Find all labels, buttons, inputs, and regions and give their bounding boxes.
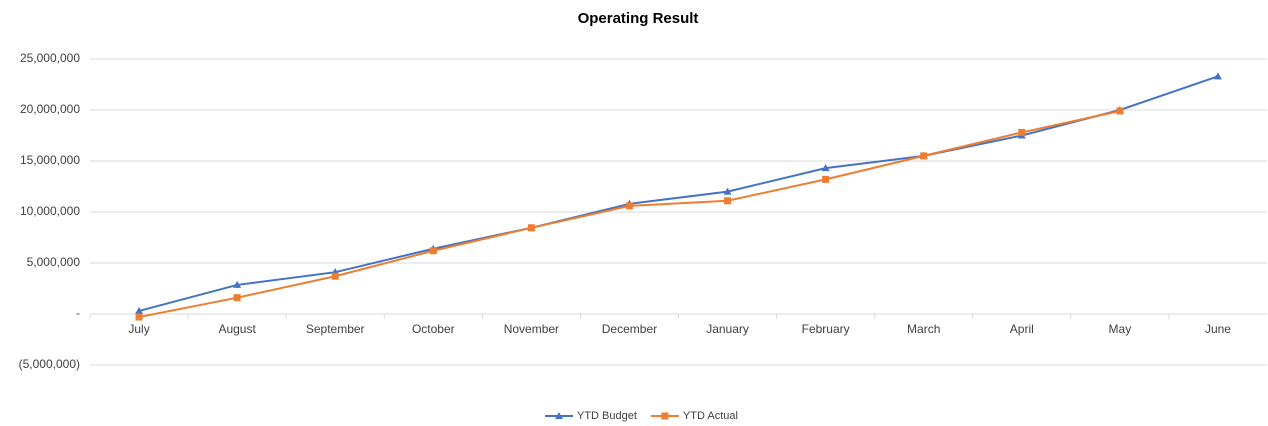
x-tick-label: August bbox=[218, 322, 256, 336]
y-tick-label: 15,000,000 bbox=[20, 153, 80, 167]
x-tick-label: October bbox=[412, 322, 455, 336]
x-tick-label: December bbox=[602, 322, 657, 336]
series-line bbox=[138, 75, 1219, 312]
x-tick-label: July bbox=[128, 322, 149, 336]
y-tick-label: - bbox=[76, 306, 80, 320]
y-tick-label: 20,000,000 bbox=[20, 102, 80, 116]
marker bbox=[920, 152, 928, 160]
marker bbox=[723, 187, 732, 195]
marker bbox=[1213, 72, 1222, 80]
x-tick-label: May bbox=[1109, 322, 1132, 336]
x-tick-label: November bbox=[504, 322, 559, 336]
y-tick-label: (5,000,000) bbox=[19, 357, 80, 371]
series-line bbox=[138, 110, 1121, 319]
legend: YTD Budget YTD Actual bbox=[545, 410, 738, 422]
marker bbox=[233, 280, 242, 288]
marker bbox=[821, 164, 830, 172]
marker bbox=[1116, 107, 1124, 115]
chart-title: Operating Result bbox=[578, 10, 699, 27]
marker bbox=[555, 412, 563, 419]
legend-label: YTD Budget bbox=[577, 410, 637, 422]
x-tick-label: September bbox=[306, 322, 365, 336]
y-tick-label: 5,000,000 bbox=[27, 255, 81, 269]
marker bbox=[822, 175, 830, 183]
marker bbox=[331, 272, 339, 280]
marker bbox=[135, 306, 144, 314]
marker bbox=[233, 294, 241, 302]
marker bbox=[724, 197, 732, 205]
marker bbox=[429, 247, 437, 255]
marker bbox=[625, 202, 633, 210]
y-tick-label: 10,000,000 bbox=[20, 204, 80, 218]
x-tick-label: January bbox=[706, 322, 749, 336]
legend-label: YTD Actual bbox=[683, 410, 738, 422]
x-tick-label: February bbox=[802, 322, 850, 336]
marker bbox=[135, 313, 143, 321]
marker bbox=[527, 224, 535, 232]
x-tick-label: April bbox=[1010, 322, 1034, 336]
x-tick-label: June bbox=[1205, 322, 1231, 336]
y-tick-label: 25,000,000 bbox=[20, 51, 80, 65]
marker bbox=[661, 412, 669, 420]
marker bbox=[1018, 128, 1026, 136]
x-tick-label: March bbox=[907, 322, 940, 336]
